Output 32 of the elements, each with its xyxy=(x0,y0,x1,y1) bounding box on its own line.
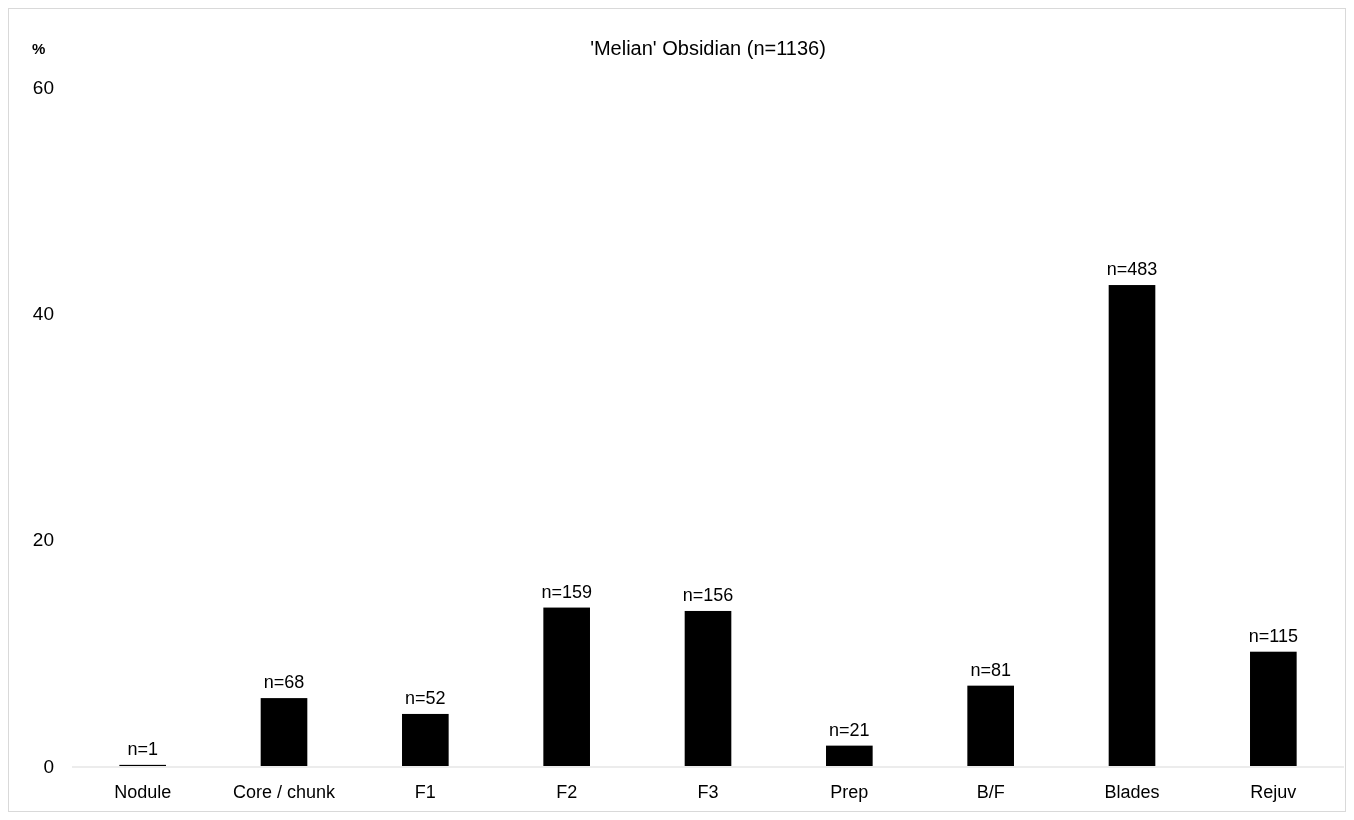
y-tick-label: 40 xyxy=(32,302,54,324)
annotation: n=21 xyxy=(829,719,870,740)
x-tick-label: F2 xyxy=(556,782,578,802)
x-tick-label: Core / chunk xyxy=(232,782,337,802)
annotation: n=68 xyxy=(263,672,305,693)
x-tick-label: B/F xyxy=(976,782,1005,802)
annotation: n=159 xyxy=(541,581,592,602)
bar xyxy=(826,745,873,766)
x-tick-label: Blades xyxy=(1104,782,1160,802)
y-tick-label: 60 xyxy=(32,76,54,98)
y-tick-label: 0 xyxy=(43,755,54,777)
annotation: n=156 xyxy=(682,584,734,605)
bar xyxy=(967,685,1014,766)
annotation: n=115 xyxy=(1248,625,1298,646)
chart-title: 'Melian' Obsidian (n=1136) xyxy=(590,37,826,59)
x-tick-label: Prep xyxy=(830,782,869,802)
annotation: n=1 xyxy=(127,738,158,759)
bar xyxy=(1250,651,1297,766)
bar xyxy=(260,698,308,766)
x-tick-label: F3 xyxy=(697,782,719,802)
annotation: n=52 xyxy=(405,687,446,708)
y-tick-label: 20 xyxy=(32,529,54,551)
annotation: n=81 xyxy=(970,659,1011,680)
y-axis-title: % xyxy=(32,40,46,57)
bar xyxy=(684,610,732,766)
x-tick-label: Nodule xyxy=(114,782,172,802)
x-tick-label: F1 xyxy=(414,782,436,802)
bar xyxy=(1108,285,1156,766)
bar xyxy=(402,713,449,766)
annotation: n=483 xyxy=(1106,259,1158,280)
x-tick-label: Rejuv xyxy=(1250,782,1297,802)
bar xyxy=(543,607,590,766)
